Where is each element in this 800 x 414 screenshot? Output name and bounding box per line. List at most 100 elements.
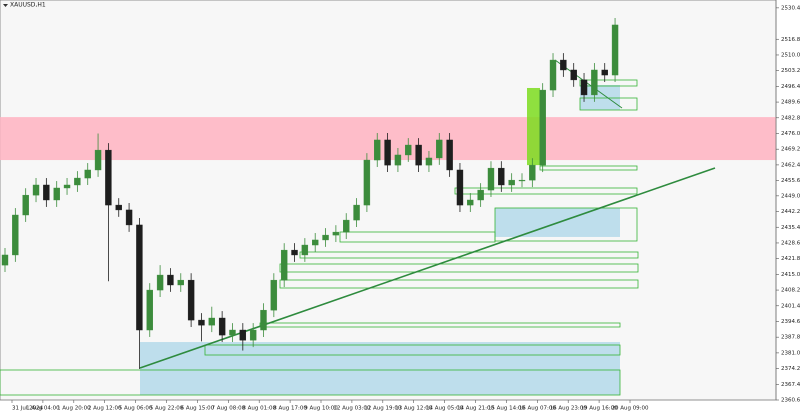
x-tick-label: 5 Aug 06:00 bbox=[119, 406, 153, 412]
candle-body bbox=[343, 219, 350, 233]
y-tick-label: 2428.60 bbox=[781, 240, 800, 246]
zone bbox=[140, 342, 620, 396]
candle-body bbox=[601, 69, 608, 76]
level-box bbox=[279, 279, 639, 289]
x-tick-label: 12 Aug 03:00 bbox=[333, 406, 371, 412]
zone bbox=[527, 87, 540, 166]
candle-body bbox=[270, 279, 278, 311]
candle-body bbox=[156, 274, 164, 291]
y-tick-label: 2482.80 bbox=[781, 115, 800, 121]
level-box bbox=[299, 251, 639, 259]
candle-body bbox=[446, 139, 453, 171]
x-tick-label: 14 Aug 05:00 bbox=[426, 406, 464, 412]
candle-body bbox=[1, 254, 9, 266]
candle-body bbox=[177, 279, 184, 286]
level-box bbox=[539, 165, 638, 171]
y-tick-label: 2408.20 bbox=[781, 288, 800, 294]
level-box bbox=[0, 369, 621, 396]
candle-body bbox=[518, 179, 526, 182]
y-tick-label: 2367.40 bbox=[781, 382, 800, 388]
x-tick-label: 16 Aug 23:00 bbox=[550, 406, 588, 412]
candle-body bbox=[394, 154, 402, 166]
level-box bbox=[204, 344, 621, 356]
candle-body bbox=[374, 139, 381, 161]
chart-title: XAUUSD,H1 bbox=[10, 2, 46, 9]
candle-body bbox=[456, 169, 464, 206]
symbol-icon bbox=[3, 4, 8, 7]
plot-area bbox=[0, 0, 777, 401]
y-tick-label: 2503.20 bbox=[781, 68, 800, 74]
candle-body bbox=[363, 159, 371, 206]
candle-body bbox=[53, 187, 60, 201]
candle-body bbox=[580, 79, 588, 96]
candle-body bbox=[560, 59, 567, 71]
x-tick-label: 31 Jul 2024 bbox=[12, 406, 44, 412]
x-tick-label: 16 Aug 07:00 bbox=[519, 406, 557, 412]
y-tick-label: 2381.00 bbox=[781, 350, 800, 356]
candles bbox=[1, 18, 619, 370]
candle-body bbox=[187, 279, 195, 321]
candle-body bbox=[125, 209, 133, 226]
candle-body bbox=[94, 149, 102, 171]
y-tick-label: 2374.20 bbox=[781, 366, 800, 372]
y-tick-label: 2415.00 bbox=[781, 272, 800, 278]
candle-body bbox=[549, 59, 557, 91]
x-tick-label: 2 Aug 12:00 bbox=[88, 406, 122, 412]
candle-body bbox=[74, 177, 81, 186]
level-box bbox=[454, 187, 638, 195]
candle-body bbox=[291, 249, 298, 256]
candle-body bbox=[529, 164, 536, 181]
candle-body bbox=[322, 234, 329, 241]
candle-body bbox=[353, 204, 360, 221]
y-tick-label: 2476.00 bbox=[781, 131, 800, 137]
y-tick-label: 2462.40 bbox=[781, 162, 800, 168]
y-tick-label: 2455.60 bbox=[781, 178, 800, 184]
candle-body bbox=[415, 144, 422, 166]
y-tick-label: 2449.00 bbox=[781, 193, 800, 199]
zones bbox=[0, 84, 776, 396]
candle-body bbox=[239, 329, 247, 341]
candle-body bbox=[611, 24, 619, 76]
x-tick-label: 20 Aug 09:00 bbox=[611, 406, 649, 412]
x-tick-label: 8 Aug 17:00 bbox=[273, 406, 307, 412]
x-tick-label: 1 Aug 04:00 bbox=[26, 406, 60, 412]
candle-body bbox=[332, 231, 340, 236]
y-tick-label: 2516.80 bbox=[781, 37, 800, 43]
candle-body bbox=[301, 244, 309, 256]
candle-body bbox=[498, 167, 505, 186]
y-tick-label: 2469.20 bbox=[781, 147, 800, 153]
candle-body bbox=[570, 69, 577, 81]
x-tick-label: 9 Aug 10:00 bbox=[304, 406, 338, 412]
candle-body bbox=[84, 169, 91, 179]
candle-body bbox=[12, 214, 19, 256]
x-tick-label: 19 Aug 16:00 bbox=[581, 406, 619, 412]
x-tick-label: 1 Aug 20:00 bbox=[57, 406, 91, 412]
y-tick-label: 2489.60 bbox=[781, 100, 800, 106]
level-box bbox=[259, 322, 621, 328]
y-tick-label: 2496.40 bbox=[781, 84, 800, 90]
candle-body bbox=[436, 139, 443, 159]
candle-body bbox=[260, 309, 267, 331]
y-tick-label: 2394.60 bbox=[781, 319, 800, 325]
candle-body bbox=[198, 319, 205, 326]
candle-body bbox=[136, 224, 143, 331]
y-tick-label: 2387.80 bbox=[781, 335, 800, 341]
x-tick-label: 14 Aug 21:00 bbox=[457, 406, 495, 412]
candle-body bbox=[467, 199, 474, 206]
level-box bbox=[579, 79, 638, 87]
candle-body bbox=[477, 189, 484, 201]
candle-body bbox=[105, 149, 112, 206]
y-tick-label: 2435.40 bbox=[781, 225, 800, 231]
candle-body bbox=[229, 329, 236, 336]
candle-body bbox=[487, 167, 495, 191]
y-tick-label: 2442.20 bbox=[781, 209, 800, 215]
x-tick-label: 15 Aug 14:00 bbox=[488, 406, 526, 412]
y-tick-label: 2530.40 bbox=[781, 5, 800, 11]
candle-body bbox=[425, 157, 433, 166]
x-tick-label: 5 Aug 22:00 bbox=[150, 406, 184, 412]
candle-body bbox=[115, 204, 122, 211]
x-tick-label: 12 Aug 19:00 bbox=[364, 406, 402, 412]
y-tick-label: 2510.00 bbox=[781, 52, 800, 58]
candle-body bbox=[312, 239, 319, 246]
candle-body bbox=[43, 184, 50, 201]
